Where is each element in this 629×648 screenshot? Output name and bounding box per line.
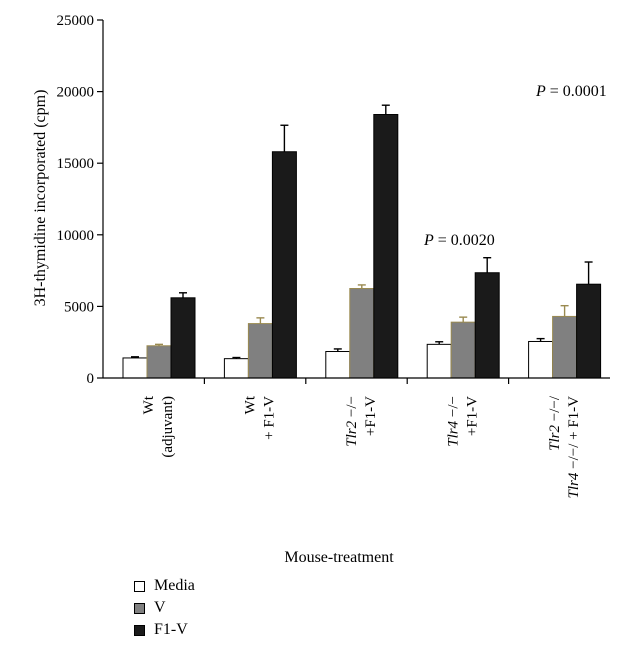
legend-swatch-media — [134, 580, 145, 592]
x-tick-label-part: Tlr2 — [547, 425, 563, 451]
bar-media — [426, 343, 452, 379]
x-tick-label-part: +F1-V — [363, 396, 379, 436]
x-tick-label: Tlr2 −/− +F1-V — [344, 396, 379, 447]
bar-v — [450, 321, 476, 379]
bar-f1v — [271, 151, 297, 379]
y-tick-label: 5000 — [64, 299, 94, 315]
bar-f1v — [170, 297, 196, 379]
y-tick-label: 20000 — [57, 85, 95, 101]
p-value-annotation-1: P = 0.0001 — [535, 83, 607, 100]
legend-label-v: V — [154, 599, 166, 616]
bars — [122, 104, 602, 379]
x-tick-label-part: −/− — [344, 396, 360, 421]
y-tick-label: 0 — [87, 371, 95, 387]
x-tick-label-line: Tlr4 −/− — [445, 396, 461, 447]
legend: Media V F1-V — [134, 575, 195, 641]
legend-item-media: Media — [134, 575, 195, 597]
x-tick-label-part: Tlr2 — [344, 420, 360, 446]
x-tick-label-part: +F1-V — [464, 396, 480, 436]
x-tick-label-part: −/− — [445, 396, 461, 421]
legend-swatch-v — [134, 602, 145, 614]
bar-v — [552, 315, 578, 379]
x-tick-label-line: Wt — [141, 395, 157, 414]
x-tick-label-line: +F1-V — [464, 396, 480, 436]
bar-f1v — [474, 272, 500, 379]
legend-item-f1v: F1-V — [134, 619, 195, 641]
x-tick-label-part: (adjuvant) — [160, 396, 176, 458]
x-tick-label-line: Tlr2 −/−/ — [547, 395, 563, 451]
bar-f1v — [373, 114, 399, 379]
legend-swatch-f1v — [134, 624, 145, 636]
x-tick-label-line: Wt — [243, 395, 259, 414]
bar-f1v — [576, 283, 602, 379]
bar-media — [223, 358, 249, 379]
y-tick-label: 15000 — [57, 156, 95, 172]
x-tick-label-part: + F1-V — [262, 396, 278, 440]
x-tick-label-line: +F1-V — [363, 396, 379, 436]
y-tick-label: 25000 — [57, 13, 95, 29]
y-tick-label: 10000 — [57, 228, 95, 244]
bar-v — [146, 345, 172, 379]
y-axis-title: 3H-thymidine incorporated (cpm) — [32, 90, 49, 307]
bar-media — [528, 340, 554, 379]
x-tick-label-part: −/−/ — [547, 395, 563, 425]
bar-v — [349, 288, 375, 379]
x-tick-label-line: Tlr4 −/−/ + F1-V — [566, 396, 582, 499]
x-tick-label: Wt (adjuvant) — [141, 395, 176, 457]
bar-media — [325, 351, 351, 379]
legend-item-v: V — [134, 597, 195, 619]
x-tick-label-part: Wt — [243, 395, 259, 414]
p-value-annotation-2: P = 0.0020 — [423, 232, 495, 249]
x-axis-title: Mouse-treatment — [284, 549, 394, 566]
x-tick-label-part: Tlr4 — [566, 472, 582, 498]
bar-media — [122, 357, 148, 379]
x-tick-label-part: Tlr4 — [445, 420, 461, 446]
x-tick-label: Tlr4 −/− +F1-V — [445, 396, 480, 447]
x-tick-label: Wt + F1-V — [243, 395, 278, 440]
x-tick-label-line: Tlr2 −/− — [344, 396, 360, 447]
x-tick-label: Tlr2 −/−/Tlr4 −/−/ + F1-V — [547, 395, 582, 498]
x-tick-label-line: (adjuvant) — [160, 396, 176, 458]
x-tick-label-line: + F1-V — [262, 396, 278, 440]
x-axis: Wt (adjuvant) Wt + F1-V Tlr2 −/− +F1-V Tlr4 −/… — [103, 377, 610, 499]
bar-v — [247, 323, 273, 379]
legend-label-media: Media — [154, 577, 195, 594]
x-tick-label-part: −/−/ + F1-V — [566, 396, 582, 473]
x-tick-label-part: Wt — [141, 395, 157, 414]
legend-label-f1v: F1-V — [154, 621, 188, 638]
y-axis: 0 5000 10000 15000 20000 25000 — [57, 13, 104, 387]
